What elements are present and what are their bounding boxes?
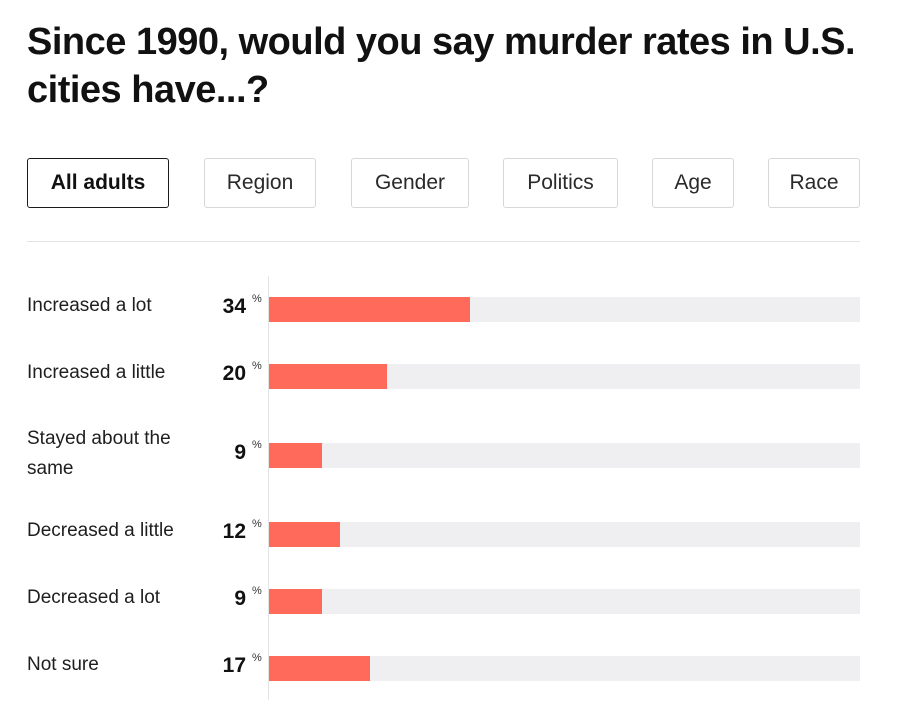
bar-track xyxy=(269,522,860,547)
bar-track xyxy=(269,364,860,389)
tab-region[interactable]: Region xyxy=(204,158,316,208)
category-label: Decreased a lot xyxy=(27,587,161,608)
value-label: 17 xyxy=(222,654,246,677)
chart-axis-line xyxy=(268,276,269,700)
bar-track xyxy=(269,443,860,468)
bar-track xyxy=(269,589,860,614)
bar xyxy=(269,364,387,389)
value-label: 34 xyxy=(222,295,246,318)
category-label: Not sure xyxy=(27,654,99,675)
bar xyxy=(269,522,340,547)
chart-title: Since 1990, would you say murder rates i… xyxy=(27,21,856,111)
unit-label: % xyxy=(252,652,262,664)
tab-all-adults[interactable]: All adults xyxy=(27,158,169,208)
divider xyxy=(27,241,860,242)
tab-politics[interactable]: Politics xyxy=(503,158,618,208)
value-label: 9 xyxy=(234,441,246,464)
unit-label: % xyxy=(252,439,262,451)
category-label: Stayed about the same xyxy=(27,428,171,479)
unit-label: % xyxy=(252,293,262,305)
bar-track xyxy=(269,297,860,322)
bar xyxy=(269,443,322,468)
category-label: Increased a lot xyxy=(27,295,152,316)
tab-age[interactable]: Age xyxy=(652,158,734,208)
unit-label: % xyxy=(252,585,262,597)
tab-race[interactable]: Race xyxy=(768,158,860,208)
bar xyxy=(269,656,370,681)
value-label: 12 xyxy=(222,520,246,543)
bar-track xyxy=(269,656,860,681)
bar xyxy=(269,297,470,322)
tab-gender[interactable]: Gender xyxy=(351,158,469,208)
bar xyxy=(269,589,322,614)
category-label: Increased a little xyxy=(27,362,166,383)
value-label: 9 xyxy=(234,587,246,610)
category-label: Decreased a little xyxy=(27,520,174,541)
value-label: 20 xyxy=(222,362,246,385)
unit-label: % xyxy=(252,360,262,372)
unit-label: % xyxy=(252,518,262,530)
